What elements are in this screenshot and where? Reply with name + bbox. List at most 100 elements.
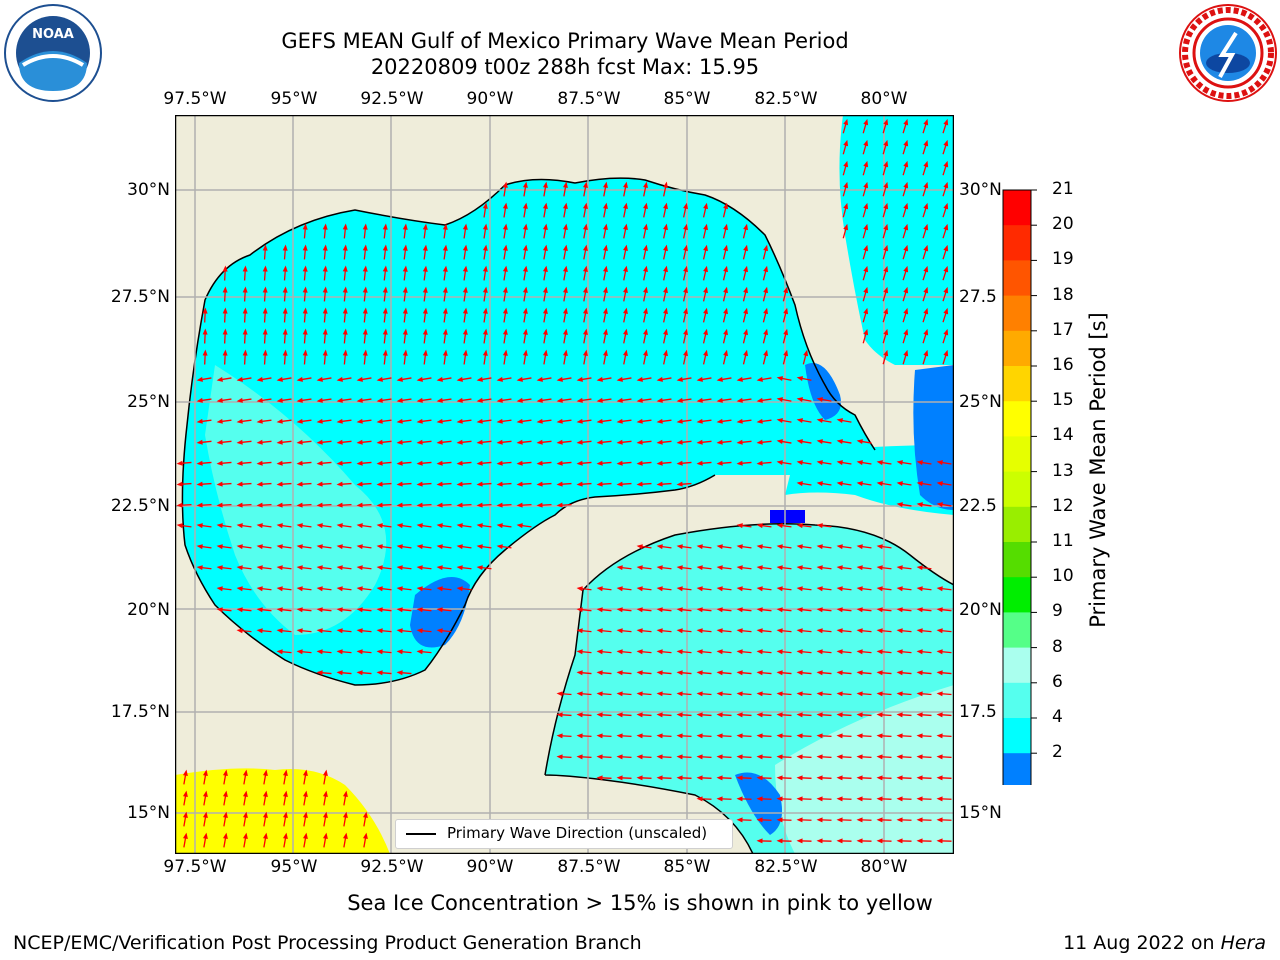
wave-arrow [482, 223, 488, 239]
wave-arrow [556, 397, 572, 403]
wave-arrow [882, 286, 889, 302]
wave-arrow [816, 481, 832, 487]
wave-arrow [922, 118, 929, 134]
wave-arrow [902, 202, 909, 218]
wave-arrow [256, 502, 272, 508]
wave-arrow [222, 832, 228, 848]
wave-arrow [436, 628, 452, 634]
sea-ice-area [175, 768, 390, 854]
wave-arrow [262, 769, 268, 785]
wave-arrow [736, 691, 752, 697]
wave-arrow [696, 418, 712, 424]
deep-water-campeche [410, 577, 470, 648]
wave-arrow [656, 670, 672, 676]
wave-arrow [362, 223, 368, 239]
wave-arrow [636, 544, 652, 550]
wave-arrow [436, 565, 452, 571]
sea-ice-note: Sea Ice Concentration > 15% is shown in … [0, 891, 1280, 915]
wave-arrow [676, 607, 692, 613]
wave-arrow [776, 418, 792, 424]
wave-arrow [322, 811, 328, 827]
svg-text:NOAA: NOAA [32, 27, 74, 42]
lon-tick-bottom: 95°W [270, 857, 318, 877]
wave-arrow [682, 244, 688, 260]
colorbar-segment [1003, 506, 1031, 543]
wave-arrow [742, 223, 749, 239]
wave-arrow [376, 586, 392, 592]
lat-tick-left: 25°N [127, 392, 170, 412]
wave-arrow [242, 265, 248, 281]
wave-arrow [296, 439, 312, 445]
wave-arrow [856, 670, 872, 676]
colorbar-tick-label: 13 [1052, 460, 1074, 481]
wave-arrow [796, 439, 812, 445]
wave-arrow [236, 502, 252, 508]
wave-arrow [616, 397, 632, 403]
wave-arrow [736, 775, 752, 781]
wave-arrow [356, 439, 372, 445]
wave-arrow [596, 733, 612, 739]
wave-arrow [456, 439, 472, 445]
wave-arrow [936, 607, 952, 613]
wave-arrow [816, 565, 832, 571]
wave-arrow [896, 733, 912, 739]
colorbar-segment [1003, 471, 1031, 508]
map-subtitle-forecast: 20220809 t00z 288h fcst Max: 15.95 [370, 55, 760, 79]
wave-arrow [276, 481, 292, 487]
wave-arrow [656, 460, 672, 466]
wave-arrow [396, 418, 412, 424]
wave-arrow [942, 139, 949, 155]
wave-arrow [316, 628, 332, 634]
wave-arrow [656, 628, 672, 634]
wave-arrow [202, 769, 208, 785]
wave-arrow [876, 481, 892, 487]
wave-arrow [502, 307, 508, 323]
wave-arrow [696, 586, 712, 592]
wave-arrow [322, 832, 328, 848]
wave-arrow [696, 628, 712, 634]
wave-arrow [376, 376, 392, 382]
wave-arrow [576, 712, 592, 718]
wave-arrow [796, 628, 812, 634]
wave-arrow [896, 607, 912, 613]
wave-arrow [202, 790, 208, 806]
wave-arrow [736, 712, 752, 718]
wave-arrow [262, 328, 268, 344]
wave-arrow [722, 307, 729, 323]
wave-arrow [816, 460, 832, 466]
wave-arrow [582, 349, 588, 365]
wave-arrow [256, 628, 272, 634]
wave-arrow [582, 181, 588, 197]
wave-arrow [576, 733, 592, 739]
wave-arrow [902, 139, 909, 155]
wave-arrow [216, 607, 232, 613]
wave-arrow [896, 670, 912, 676]
wave-arrow [476, 544, 492, 550]
wave-arrow [696, 691, 712, 697]
colorbar-tick-label: 9 [1052, 601, 1063, 622]
wave-arrow [262, 811, 268, 827]
colorbar-tick-label: 19 [1052, 249, 1074, 270]
wave-arrow [422, 307, 428, 323]
wave-arrow [236, 460, 252, 466]
wave-arrow [322, 244, 328, 260]
wave-arrow [816, 544, 832, 550]
wave-arrow [636, 607, 652, 613]
wave-period-map [175, 115, 954, 854]
colorbar-segment [1003, 577, 1031, 613]
wave-arrow [856, 481, 872, 487]
lon-tick-bottom: 85°W [663, 857, 711, 877]
wave-arrow [362, 811, 368, 827]
wave-arrow [496, 397, 512, 403]
wave-arrow [716, 439, 732, 445]
wave-arrow [696, 439, 712, 445]
wave-arrow [942, 307, 949, 323]
wave-arrow [742, 349, 749, 365]
wave-arrow [556, 376, 572, 382]
wave-arrow [442, 307, 448, 323]
wave-arrow [356, 397, 372, 403]
wave-arrow [316, 481, 332, 487]
deep-water-bahamas [913, 365, 954, 510]
wave-arrow [742, 244, 749, 260]
wave-arrow [556, 439, 572, 445]
